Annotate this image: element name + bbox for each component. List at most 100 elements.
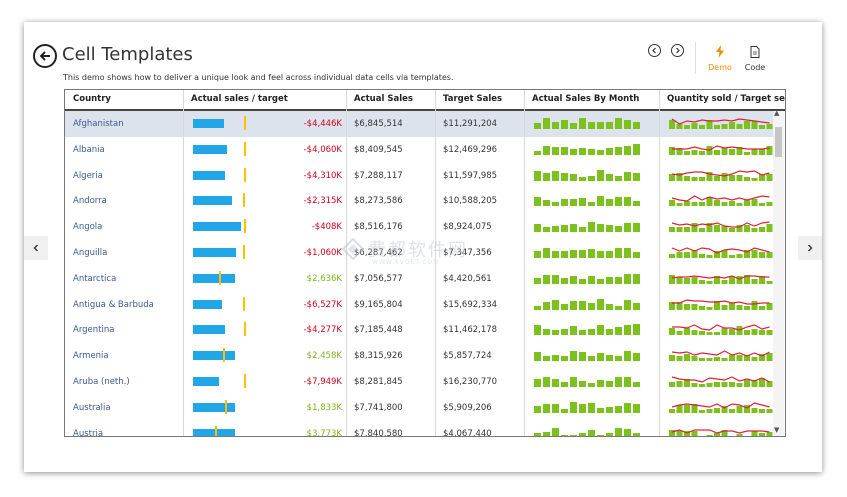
sales-vs-target-cell: -$4,446K xyxy=(183,111,346,137)
month-bar xyxy=(615,175,622,181)
actual-sales-bar xyxy=(193,196,232,206)
column-header-actual-vs-target[interactable]: Actual sales / target xyxy=(191,94,288,104)
table-row[interactable]: Anguilla -$1,060K $6,287,462 $7,347,356 xyxy=(65,240,773,266)
actual-sales-bar xyxy=(193,222,241,232)
month-bar xyxy=(588,275,595,284)
quantity-bar xyxy=(684,252,690,258)
month-bar xyxy=(597,353,604,362)
table-row[interactable]: Antigua & Barbuda -$6,527K $9,165,804 $15,6… xyxy=(65,292,773,318)
country-cell: Albania xyxy=(73,144,105,155)
column-header-actual-sales[interactable]: Actual Sales xyxy=(354,94,413,104)
sales-vs-target-cell: $2,458K xyxy=(183,343,346,369)
target-marker xyxy=(225,399,227,414)
next-page-button[interactable] xyxy=(798,236,822,260)
code-tab[interactable]: Code xyxy=(738,43,772,72)
quantity-bar xyxy=(706,280,713,284)
quantity-sparkline xyxy=(659,292,773,318)
quantity-bar xyxy=(714,200,720,207)
month-bar xyxy=(588,122,595,129)
month-bar xyxy=(570,173,577,181)
month-bar xyxy=(606,381,613,387)
quantity-bar xyxy=(736,355,743,362)
quantity-bar xyxy=(706,120,713,129)
actual-sales-bar xyxy=(193,299,222,309)
month-bar xyxy=(561,146,568,155)
quantity-bar xyxy=(699,150,705,155)
month-bar xyxy=(543,301,550,310)
quantity-bar xyxy=(736,146,743,155)
quantity-bar xyxy=(691,303,698,310)
sales-vs-target-cell: -$4,310K xyxy=(183,163,346,189)
target-marker xyxy=(223,348,225,363)
previous-page-button[interactable] xyxy=(24,236,48,260)
column-header-target-sales[interactable]: Target Sales xyxy=(443,94,503,104)
table-row[interactable]: Austria $3,773K $7,840,580 $4,067,440 xyxy=(65,421,773,436)
next-sample-button[interactable] xyxy=(671,44,684,57)
target-marker xyxy=(244,167,246,182)
quantity-bar xyxy=(759,252,765,258)
target-sales-cell: $10,588,205 xyxy=(443,196,498,207)
table-row[interactable]: Angola -$408K $8,516,176 $8,924,075 xyxy=(65,214,773,240)
sales-difference: $1,833K xyxy=(306,402,342,413)
target-line xyxy=(671,275,770,280)
quantity-bar xyxy=(684,175,690,181)
month-bar xyxy=(561,172,568,181)
quantity-bar xyxy=(669,120,675,129)
monthly-sales-sparkline xyxy=(524,317,659,343)
table-row[interactable]: Aruba (neth.) -$7,949K $8,281,845 $16,230,7… xyxy=(65,369,773,395)
month-bar xyxy=(588,249,595,258)
column-header-quantity-vs-target[interactable]: Quantity sold / Target sell xyxy=(667,94,785,104)
monthly-sales-sparkline xyxy=(524,240,659,266)
quantity-bar xyxy=(751,250,758,258)
column-header-sales-by-month[interactable]: Actual Sales By Month xyxy=(532,94,640,104)
sales-difference: -$6,527K xyxy=(303,299,342,310)
month-bar xyxy=(597,298,604,310)
demo-tab[interactable]: Demo xyxy=(703,43,737,72)
vertical-scrollbar[interactable]: ▲ ▼ xyxy=(773,109,784,436)
quantity-bar xyxy=(721,250,728,258)
previous-sample-button[interactable] xyxy=(648,44,661,57)
scroll-down-icon[interactable]: ▼ xyxy=(774,426,780,434)
scrollbar-thumb[interactable] xyxy=(775,127,782,157)
table-row[interactable]: Andorra -$2,315K $8,273,586 $10,588,205 xyxy=(65,188,773,214)
quantity-bar xyxy=(676,301,683,310)
target-sales-cell: $12,469,296 xyxy=(443,144,498,155)
quantity-bar xyxy=(736,275,743,284)
month-bar xyxy=(570,250,577,258)
table-row[interactable]: Albania -$4,060K $8,409,545 $12,469,296 xyxy=(65,137,773,163)
quantity-bar xyxy=(766,252,773,258)
month-bar xyxy=(534,405,541,413)
month-bar xyxy=(633,382,640,387)
quantity-bar xyxy=(766,124,773,129)
column-header-country[interactable]: Country xyxy=(73,94,111,104)
month-bar xyxy=(606,225,613,233)
actual-sales-bar xyxy=(193,351,235,361)
table-row[interactable]: Armenia $2,458K $8,315,926 $5,857,724 xyxy=(65,343,773,369)
scroll-up-icon[interactable]: ▲ xyxy=(774,109,780,117)
quantity-bar xyxy=(744,380,750,387)
month-bar xyxy=(606,251,613,258)
month-bar xyxy=(552,355,559,362)
month-bar xyxy=(624,377,631,387)
target-marker xyxy=(244,116,246,130)
quantity-bar xyxy=(759,275,765,284)
quantity-bar xyxy=(676,203,683,207)
back-button[interactable] xyxy=(33,44,57,68)
month-bar xyxy=(561,382,568,387)
sales-vs-target-cell: -$6,527K xyxy=(183,292,346,318)
table-row[interactable]: Algeria -$4,310K $7,288,117 $11,597,985 xyxy=(65,163,773,189)
table-row[interactable]: Afghanistan -$4,446K $6,845,514 $11,291,204 xyxy=(65,111,773,137)
month-bar xyxy=(543,118,550,129)
month-bar xyxy=(588,222,595,233)
actual-sales-bar xyxy=(193,428,235,436)
target-sales-cell: $4,420,561 xyxy=(443,273,492,284)
sales-vs-target-cell: $2,636K xyxy=(183,266,346,292)
table-row[interactable]: Antarctica $2,636K $7,056,577 $4,420,561 xyxy=(65,266,773,292)
quantity-bar xyxy=(759,432,765,436)
quantity-bar xyxy=(676,172,683,181)
quantity-bar xyxy=(691,330,698,336)
table-row[interactable]: Australia $1,833K $7,741,800 $5,909,206 xyxy=(65,395,773,421)
quantity-bar xyxy=(676,331,683,336)
quantity-bar xyxy=(669,200,675,207)
table-row[interactable]: Argentina -$4,277K $7,185,448 $11,462,178 xyxy=(65,317,773,343)
